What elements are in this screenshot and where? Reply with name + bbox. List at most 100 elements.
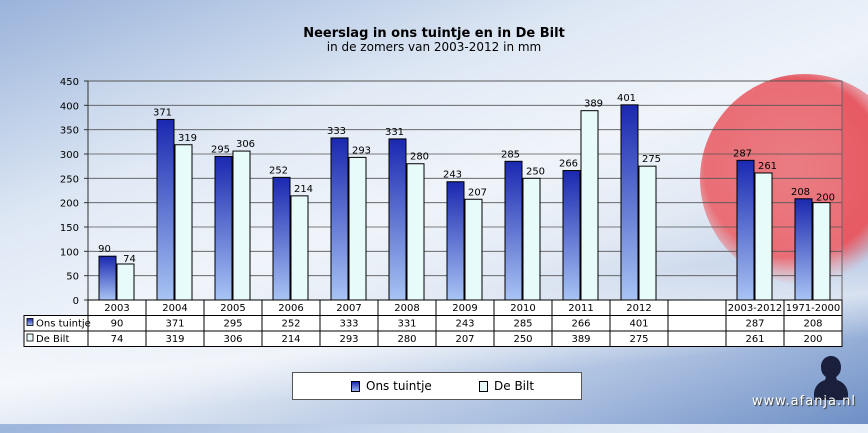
table-cell: 287 <box>745 319 764 330</box>
data-label-de-bilt: 207 <box>468 187 487 198</box>
data-label-ons-tuintje: 208 <box>791 187 810 198</box>
table-series-swatch <box>26 333 34 342</box>
bar-de-bilt <box>754 172 773 301</box>
bar-ons-tuintje <box>388 138 407 301</box>
x-tick-label: 2009 <box>452 303 477 314</box>
legend-label-ons-tuintje: Ons tuintje <box>366 379 432 393</box>
data-label-ons-tuintje: 90 <box>98 244 111 255</box>
bar-ons-tuintje <box>504 160 523 301</box>
table-cell: 295 <box>223 319 242 330</box>
bar-de-bilt <box>812 202 831 301</box>
y-tick-label: 250 <box>60 174 79 185</box>
table-cell: 252 <box>281 319 300 330</box>
bar-ons-tuintje <box>156 118 175 301</box>
table-cell: 250 <box>513 334 532 345</box>
chart-title: Neerslag in ons tuintje en in De Bilt <box>303 26 565 41</box>
x-tick-label: 2007 <box>336 303 361 314</box>
data-label-de-bilt: 293 <box>352 145 371 156</box>
table-cell: 319 <box>165 334 184 345</box>
data-label-ons-tuintje: 266 <box>559 159 578 170</box>
data-label-ons-tuintje: 287 <box>733 148 752 159</box>
table-cell: 90 <box>111 319 124 330</box>
bar-de-bilt <box>348 156 367 301</box>
table-cell: 74 <box>111 334 124 345</box>
data-label-de-bilt: 280 <box>410 152 429 163</box>
legend-item-de-bilt: De Bilt <box>479 379 534 393</box>
table-cell: 306 <box>223 334 242 345</box>
y-tick-label: 350 <box>60 126 79 137</box>
legend-swatch-ons-tuintje <box>351 380 360 392</box>
x-tick-label: 2011 <box>568 303 593 314</box>
table-row-header-cell <box>23 330 89 347</box>
bar-chart: 0 50 100 150 200 250 300 350 400 450 90 74 371 319 295… <box>23 77 843 347</box>
table-cell: 371 <box>165 319 184 330</box>
table-cell: 243 <box>455 319 474 330</box>
table-cell: 280 <box>397 334 416 345</box>
x-tick-label: 2003 <box>104 303 129 314</box>
bar-de-bilt <box>638 165 657 301</box>
y-tick-label: 0 <box>73 296 79 307</box>
table-cell: 207 <box>455 334 474 345</box>
data-label-ons-tuintje: 371 <box>153 107 172 118</box>
bar-de-bilt <box>232 150 251 301</box>
bar-de-bilt <box>464 198 483 301</box>
table-cell: 401 <box>629 319 648 330</box>
bar-ons-tuintje <box>98 255 117 301</box>
data-label-de-bilt: 74 <box>123 254 136 265</box>
data-label-de-bilt: 261 <box>758 161 777 172</box>
data-label-ons-tuintje: 333 <box>327 126 346 137</box>
bar-de-bilt <box>174 144 193 301</box>
legend-item-ons-tuintje: Ons tuintje <box>351 379 432 393</box>
data-label-ons-tuintje: 243 <box>443 170 462 181</box>
table-cell: 266 <box>571 319 590 330</box>
y-tick-label: 400 <box>60 101 79 112</box>
bar-ons-tuintje <box>620 104 639 301</box>
data-label-ons-tuintje: 401 <box>617 93 636 104</box>
bar-ons-tuintje <box>272 176 291 301</box>
table-cell: 261 <box>745 334 764 345</box>
table-cell: 275 <box>629 334 648 345</box>
table-cell: 331 <box>397 319 416 330</box>
y-tick-label: 50 <box>66 272 79 283</box>
data-label-ons-tuintje: 252 <box>269 165 288 176</box>
data-label-de-bilt: 306 <box>236 139 255 150</box>
silhouette-logo-icon <box>814 356 848 400</box>
bar-de-bilt <box>522 177 541 301</box>
bar-de-bilt <box>116 263 135 301</box>
y-tick-label: 450 <box>60 77 79 88</box>
data-label-ons-tuintje: 285 <box>501 149 520 160</box>
bar-ons-tuintje <box>446 181 465 301</box>
y-tick-label: 150 <box>60 223 79 234</box>
table-cell: 333 <box>339 319 358 330</box>
bar-ons-tuintje <box>214 155 233 301</box>
x-tick-label: 2008 <box>394 303 419 314</box>
background-red-circle <box>700 74 868 284</box>
table-cell: 389 <box>571 334 590 345</box>
data-label-de-bilt: 200 <box>816 193 835 204</box>
y-tick-label: 300 <box>60 150 79 161</box>
y-tick-label: 200 <box>60 199 79 210</box>
table-cell: 208 <box>803 319 822 330</box>
data-label-de-bilt: 275 <box>642 154 661 165</box>
data-label-de-bilt: 214 <box>294 184 313 195</box>
table-series-label: De Bilt <box>36 334 69 345</box>
x-tick-label: 2010 <box>510 303 535 314</box>
x-tick-label: 2003-2012 <box>728 303 783 314</box>
data-label-ons-tuintje: 331 <box>385 127 404 138</box>
chart-subtitle: in de zomers van 2003-2012 in mm <box>326 40 542 54</box>
bar-ons-tuintje <box>736 159 755 301</box>
data-label-ons-tuintje: 295 <box>211 144 230 155</box>
table-cell: 293 <box>339 334 358 345</box>
bar-de-bilt <box>290 195 309 301</box>
bar-ons-tuintje <box>562 170 581 301</box>
data-label-de-bilt: 319 <box>178 133 197 144</box>
x-tick-label: 2006 <box>278 303 303 314</box>
bar-de-bilt <box>406 163 425 301</box>
legend-label-de-bilt: De Bilt <box>494 379 535 393</box>
watermark: www.afanja.nl <box>751 394 856 409</box>
table-cell: 285 <box>513 319 532 330</box>
bar-ons-tuintje <box>330 137 349 301</box>
bar-de-bilt <box>580 110 599 301</box>
table-cell: 200 <box>803 334 822 345</box>
x-tick-label: 2005 <box>220 303 245 314</box>
